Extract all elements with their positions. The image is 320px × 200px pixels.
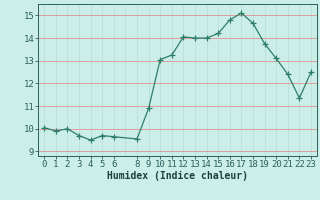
X-axis label: Humidex (Indice chaleur): Humidex (Indice chaleur): [107, 171, 248, 181]
